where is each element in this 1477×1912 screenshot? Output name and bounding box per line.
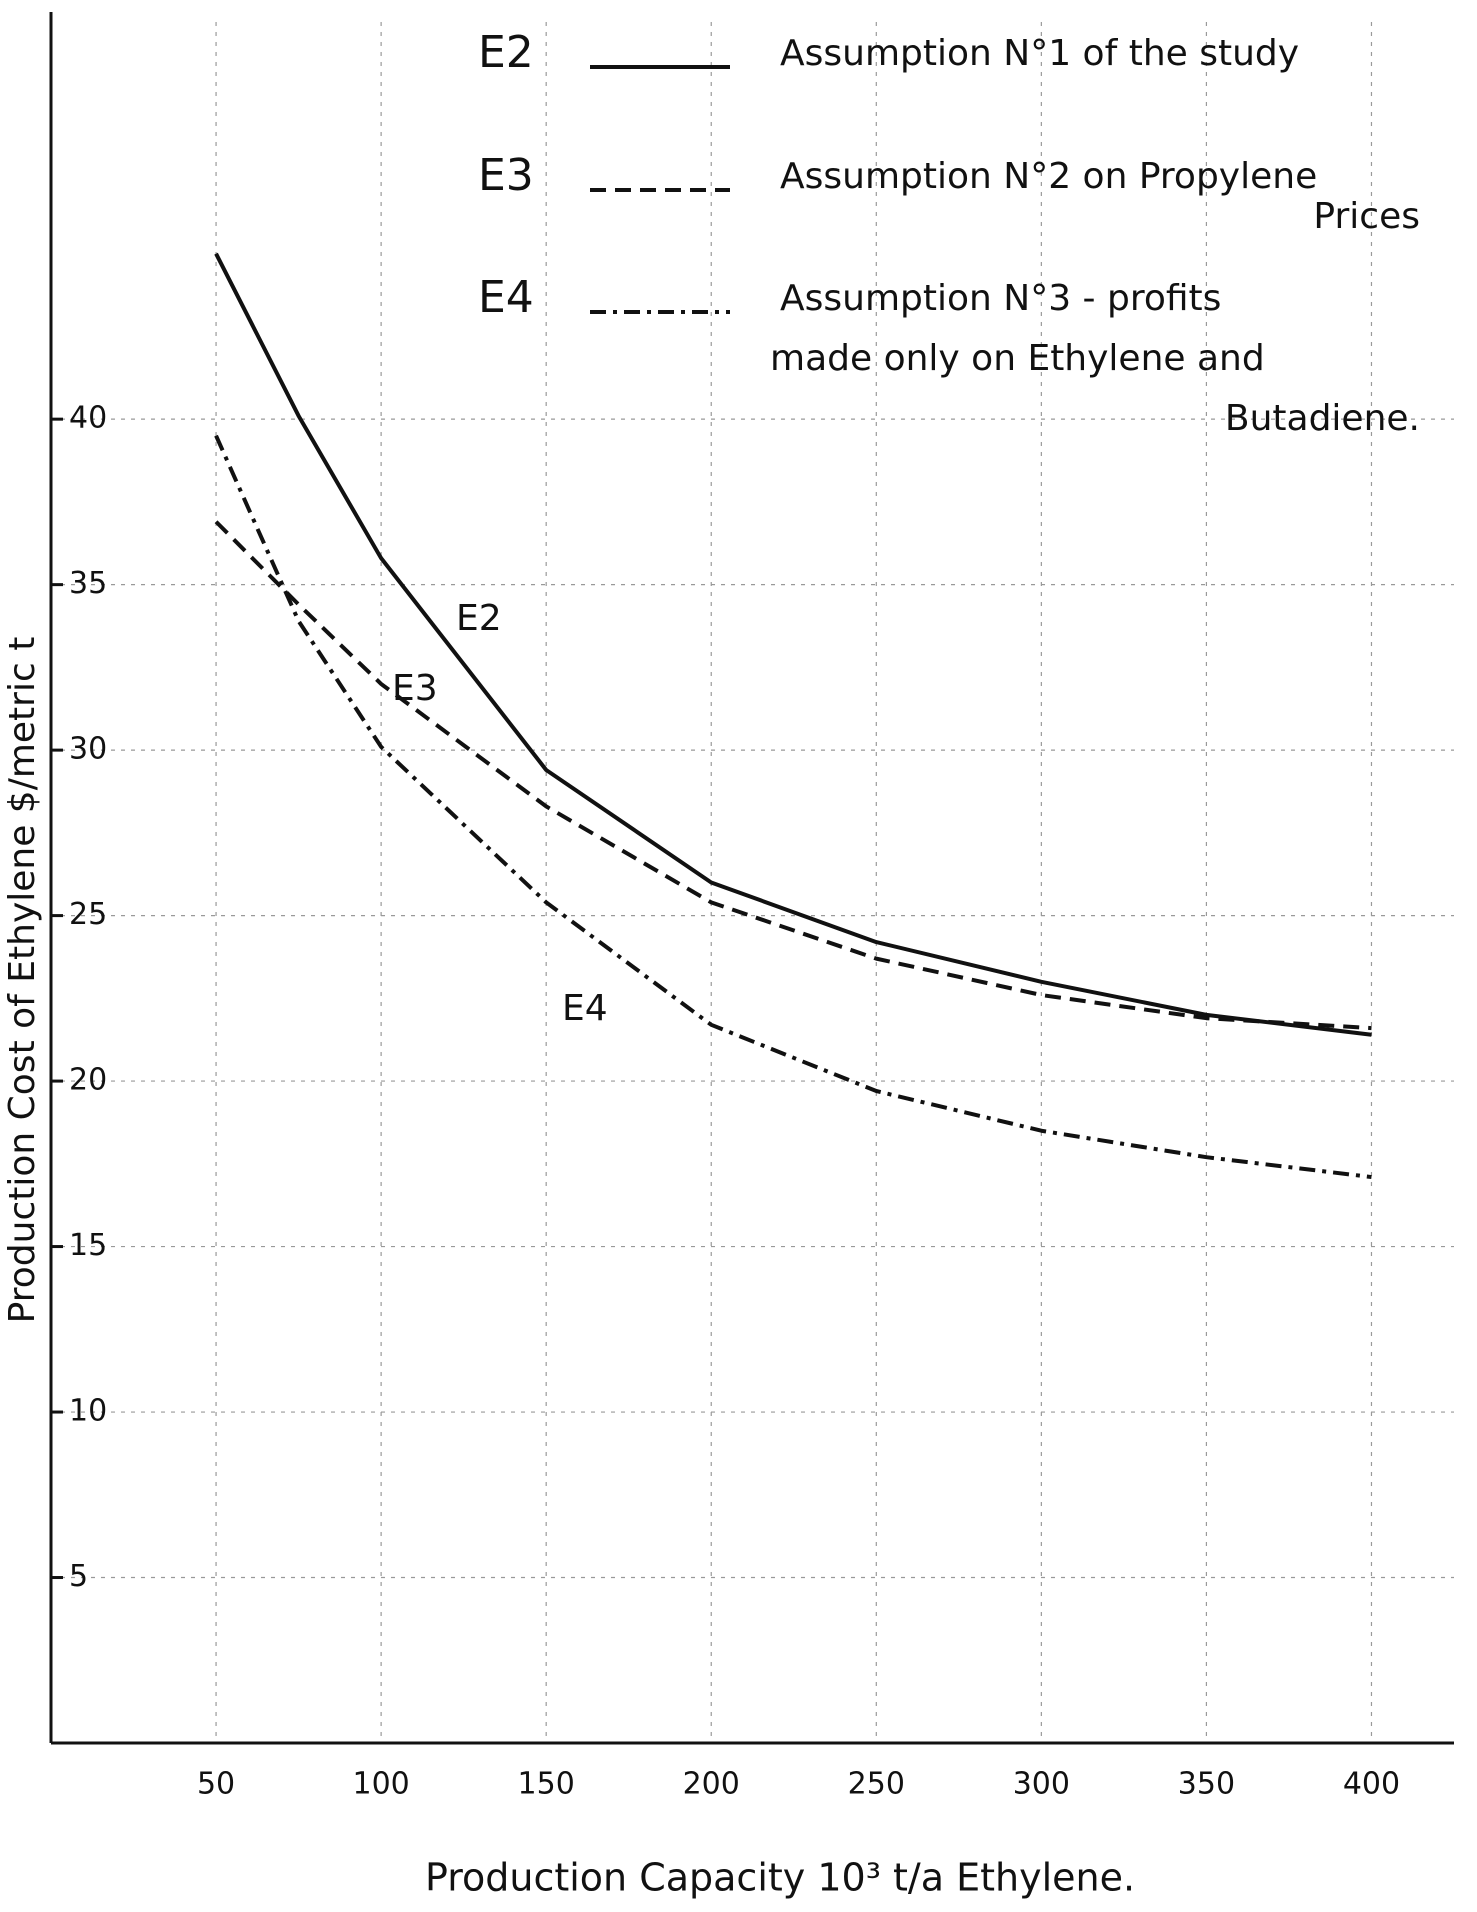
legend-description: made only on Ethylene and	[770, 338, 1265, 379]
x-tick-label: 100	[352, 1767, 409, 1802]
legend-description: Prices	[1313, 196, 1420, 237]
y-tick-label: 20	[69, 1063, 107, 1098]
x-tick-label: 300	[1013, 1767, 1070, 1802]
y-tick-label: 15	[69, 1228, 107, 1263]
series-line	[214, 252, 1372, 1037]
legend-description: Assumption N°1 of the study	[780, 33, 1299, 74]
legend-label: E4	[478, 272, 534, 323]
legend-label: E3	[478, 150, 534, 201]
series-line	[214, 520, 1372, 1031]
curve-label: E4	[562, 988, 608, 1029]
legend-label: E2	[478, 27, 534, 78]
curve-label: E2	[456, 598, 502, 639]
y-tick-label: 25	[69, 897, 107, 932]
legend-description: Butadiene.	[1225, 398, 1420, 439]
x-tick-label: 50	[197, 1767, 235, 1802]
legend-description: Assumption N°2 on Propylene	[780, 156, 1317, 197]
x-tick-label: 350	[1178, 1767, 1235, 1802]
y-axis-label: Production Cost of Ethylene $/metric t	[2, 637, 43, 1324]
legend-description: Assumption N°3 - profits	[780, 278, 1221, 319]
y-tick-label: 35	[69, 566, 107, 601]
x-tick-label: 200	[683, 1767, 740, 1802]
y-tick-label: 30	[69, 732, 107, 767]
y-tick-label: 10	[69, 1394, 107, 1429]
x-axis-label: Production Capacity 10³ t/a Ethylene.	[425, 1856, 1135, 1900]
x-tick-label: 150	[518, 1767, 575, 1802]
curve-label: E3	[392, 668, 438, 709]
x-tick-label: 250	[848, 1767, 905, 1802]
x-tick-label: 400	[1343, 1767, 1400, 1802]
y-tick-label: 40	[69, 401, 107, 436]
series-line	[214, 434, 1372, 1180]
y-tick-label: 5	[69, 1559, 88, 1594]
